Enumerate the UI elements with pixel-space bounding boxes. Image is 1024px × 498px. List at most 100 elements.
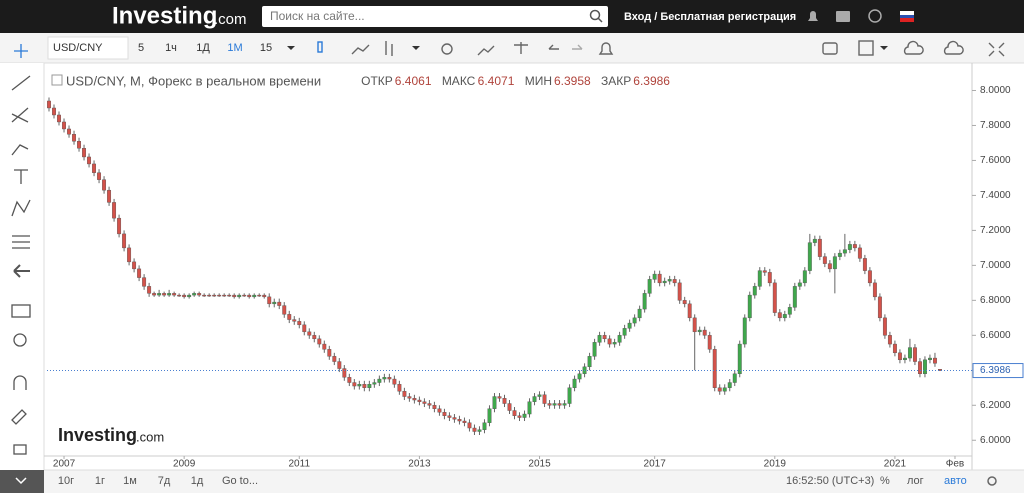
collapse-icon[interactable] xyxy=(51,74,63,86)
logo[interactable]: Investing xyxy=(112,2,217,29)
candles-icon[interactable] xyxy=(317,41,323,53)
compare-icon[interactable] xyxy=(514,42,528,54)
candle-body xyxy=(57,114,61,123)
candle-body xyxy=(642,293,647,310)
cloud-save-icon[interactable] xyxy=(943,40,964,55)
color-icon[interactable] xyxy=(858,40,874,56)
pattern-tool[interactable] xyxy=(11,199,31,217)
candle-body xyxy=(227,294,232,297)
text-tool[interactable] xyxy=(14,169,28,184)
percent-toggle[interactable]: % xyxy=(880,475,890,487)
range-button[interactable]: 7д xyxy=(158,475,171,487)
search-placeholder[interactable]: Поиск на сайте... xyxy=(270,9,365,23)
zoom-tool[interactable] xyxy=(13,333,27,347)
candle-body xyxy=(462,420,467,423)
dropdown[interactable] xyxy=(880,46,888,50)
candle-body xyxy=(417,399,422,402)
candle-body xyxy=(507,403,512,411)
interval-button[interactable]: 15 xyxy=(260,42,272,54)
search-icon[interactable] xyxy=(597,17,603,23)
log-toggle[interactable]: лог xyxy=(907,475,924,487)
watermark-suffix: .com xyxy=(136,429,164,444)
candle-body xyxy=(232,294,237,298)
symbol-box[interactable] xyxy=(47,36,129,60)
lock-tool[interactable] xyxy=(13,444,27,455)
candle-body xyxy=(752,286,757,296)
candle-body xyxy=(928,357,932,361)
range-button[interactable]: 1д xyxy=(191,475,204,487)
settings-icon[interactable] xyxy=(441,43,453,55)
candle-body xyxy=(307,331,312,336)
y-tick-label: 7.8000 xyxy=(980,120,1011,131)
fib-tool[interactable] xyxy=(11,107,29,123)
bars-icon[interactable] xyxy=(385,41,393,56)
interval-button[interactable]: 1М xyxy=(227,42,242,54)
candle-body xyxy=(917,361,922,375)
candle-body xyxy=(92,163,97,173)
candle-body xyxy=(327,349,332,357)
login-link[interactable]: Вход / Бесплатная регистрация xyxy=(624,11,796,23)
logo-suffix[interactable]: .com xyxy=(214,11,247,28)
candle-body xyxy=(477,429,482,432)
flag[interactable] xyxy=(900,11,914,15)
candle-body xyxy=(882,317,887,336)
settings-icon[interactable] xyxy=(987,476,997,486)
candle-body xyxy=(302,324,307,333)
ohlc-value: 6.3958 xyxy=(554,74,591,88)
redo-icon[interactable] xyxy=(572,44,583,50)
interval-button[interactable]: 1Д xyxy=(196,42,210,54)
range-button[interactable]: 10г xyxy=(58,475,74,487)
candle-body xyxy=(907,347,912,359)
interval-button[interactable]: 1ч xyxy=(165,42,177,54)
candle-body xyxy=(177,294,182,297)
candle-body xyxy=(607,338,612,345)
undo-icon[interactable] xyxy=(548,44,559,50)
symbol[interactable]: USD/CNY xyxy=(53,42,103,54)
ruler-tool[interactable] xyxy=(11,304,31,318)
auto-toggle[interactable]: авто xyxy=(944,475,967,487)
candle-body xyxy=(817,238,822,257)
line-icon[interactable] xyxy=(351,44,370,55)
measure-tool[interactable] xyxy=(12,235,30,249)
clock-icon[interactable] xyxy=(868,9,882,23)
fullscreen-icon[interactable] xyxy=(988,42,1005,57)
y-tick-label: 7.2000 xyxy=(980,225,1011,236)
indicators-icon[interactable] xyxy=(477,45,495,56)
interval-button[interactable]: 5 xyxy=(138,42,144,54)
portfolio-icon[interactable] xyxy=(836,11,850,22)
bell-icon[interactable] xyxy=(808,11,818,21)
magnet-tool[interactable] xyxy=(13,375,27,390)
trendline-tool[interactable] xyxy=(11,75,31,91)
candle-body xyxy=(832,256,837,270)
back-tool[interactable] xyxy=(13,264,30,278)
candle-body xyxy=(77,141,81,149)
search-icon[interactable] xyxy=(589,9,601,21)
candle-body xyxy=(837,252,842,257)
search-box[interactable] xyxy=(262,6,608,27)
candle-body xyxy=(162,293,167,296)
candle-body xyxy=(372,382,377,385)
candle-body xyxy=(627,322,632,329)
candle-body xyxy=(337,361,342,369)
range-button[interactable]: 1м xyxy=(123,475,137,487)
dropdown[interactable] xyxy=(412,46,420,50)
camera-icon[interactable] xyxy=(822,42,838,55)
ohlc-value: 6.4071 xyxy=(478,74,515,88)
dropdown[interactable] xyxy=(287,46,295,50)
watermark: Investing xyxy=(58,425,137,445)
crosshair-tool[interactable] xyxy=(14,44,28,58)
y-tick-label: 7.0000 xyxy=(980,260,1011,271)
lock-draw-tool[interactable] xyxy=(11,409,27,425)
candle-body xyxy=(527,401,532,415)
range-button[interactable]: 1г xyxy=(95,475,105,487)
candle-body xyxy=(707,335,712,350)
range-button[interactable]: Go to... xyxy=(222,475,258,487)
alert-icon[interactable] xyxy=(598,42,614,55)
sidebar-toggle-icon[interactable] xyxy=(15,477,27,485)
brush-tool[interactable] xyxy=(11,144,29,156)
candle-body xyxy=(347,377,352,383)
candle-body xyxy=(137,268,142,278)
cloud-load-icon[interactable] xyxy=(903,40,924,55)
candle-body xyxy=(322,343,327,350)
candle-body xyxy=(522,413,527,418)
